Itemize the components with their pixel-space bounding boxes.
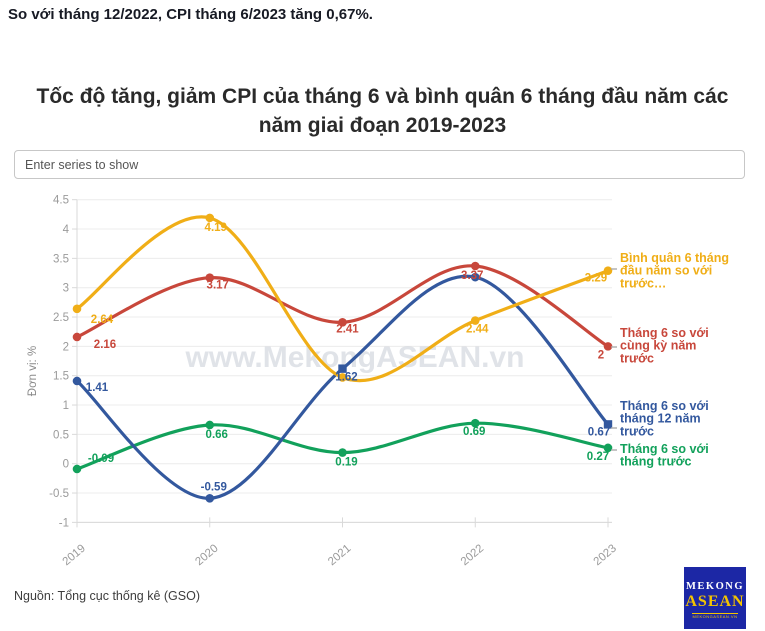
y-tick-label: -0.5 (49, 488, 69, 500)
data-point-label: 0.66 (206, 429, 228, 441)
data-point-label: -0.59 (201, 481, 227, 493)
legend-label[interactable]: tháng trước (620, 455, 691, 469)
y-tick-label: 2.5 (53, 312, 69, 324)
legend-label[interactable]: tháng 12 năm (620, 412, 701, 426)
data-point[interactable] (470, 261, 480, 271)
series-filter-input[interactable] (14, 150, 745, 179)
x-tick-label: 2022 (459, 542, 486, 568)
data-point-label: 0.19 (335, 457, 357, 469)
data-point-label: 0.67 (588, 426, 610, 438)
data-point-label: 2 (598, 349, 604, 361)
data-point-label: 3.37 (461, 270, 483, 282)
data-point[interactable] (603, 443, 613, 453)
data-point[interactable] (603, 342, 613, 351)
data-point[interactable] (72, 332, 82, 342)
data-point-label: 2.41 (336, 323, 359, 335)
y-tick-label: 0 (63, 459, 69, 471)
data-point[interactable] (205, 420, 215, 430)
legend-label[interactable]: Bình quân 6 tháng (620, 251, 729, 265)
data-point[interactable] (338, 364, 347, 373)
x-tick-label: 2020 (193, 542, 220, 568)
legend-label[interactable]: Tháng 6 so với (620, 442, 709, 456)
data-point[interactable] (470, 272, 480, 282)
y-tick-label: 1 (63, 400, 69, 412)
data-point-label: 2.44 (466, 324, 489, 336)
data-point[interactable] (603, 266, 613, 275)
data-point[interactable] (603, 420, 613, 429)
legend-label[interactable]: trước… (620, 276, 666, 290)
legend-label[interactable]: cùng kỳ năm (620, 339, 696, 353)
y-tick-label: 3 (63, 283, 69, 295)
data-point[interactable] (338, 373, 347, 382)
legend-label[interactable]: trước (620, 424, 654, 438)
data-point-label: 0.69 (463, 426, 485, 438)
y-tick-label: 4.5 (53, 195, 69, 207)
data-point-label: 2.16 (94, 339, 116, 351)
data-point[interactable] (205, 273, 215, 283)
y-tick-label: -1 (59, 517, 69, 529)
data-point[interactable] (205, 494, 215, 503)
data-point[interactable] (72, 464, 82, 474)
mekong-asean-logo: MEKONG ASEAN MEKONGASEAN.VN (684, 567, 746, 629)
x-tick-label: 2023 (592, 542, 619, 568)
data-point-label: 4.19 (205, 222, 227, 234)
series-line (75, 215, 610, 383)
legend-label[interactable]: Tháng 6 so với (620, 326, 709, 340)
data-point[interactable] (338, 448, 347, 457)
logo-text-asean: ASEAN (685, 592, 745, 610)
y-tick-label: 2 (63, 341, 69, 353)
data-point-label: -0.09 (88, 453, 114, 465)
data-point[interactable] (72, 304, 82, 314)
y-tick-label: 0.5 (53, 429, 69, 441)
legend-label[interactable]: trước (620, 351, 654, 365)
data-point-label: 2.64 (91, 314, 114, 326)
chart-title: Tốc độ tăng, giảm CPI của tháng 6 và bìn… (36, 85, 729, 138)
data-point-label: 0.27 (587, 451, 609, 463)
y-tick-label: 4 (63, 224, 70, 236)
logo-text-mekong: MEKONG (686, 581, 744, 593)
y-axis-title: Đơn vị: % (27, 346, 39, 396)
data-point[interactable] (72, 376, 82, 386)
headline-note: So với tháng 12/2022, CPI tháng 6/2023 t… (8, 6, 373, 23)
data-point[interactable] (470, 418, 480, 428)
data-point[interactable] (470, 316, 480, 325)
source-credit: Nguồn: Tổng cục thống kê (GSO) (14, 589, 200, 603)
legend-label[interactable]: Tháng 6 so với (620, 399, 709, 413)
legend-label[interactable]: đầu năm so với (620, 264, 712, 278)
x-tick-label: 2019 (61, 542, 88, 568)
y-tick-label: 1.5 (53, 371, 69, 383)
x-tick-label: 2021 (326, 542, 353, 568)
data-point[interactable] (205, 213, 215, 223)
data-point-label: 1.41 (86, 382, 109, 394)
data-point[interactable] (338, 318, 347, 327)
data-point-label: 3.29 (585, 273, 607, 285)
logo-rule (692, 612, 738, 614)
y-tick-label: 3.5 (53, 253, 69, 265)
data-point-label: 3.17 (207, 280, 229, 292)
data-point-label: 1.62 (335, 372, 357, 384)
logo-tagline: MEKONGASEAN.VN (692, 613, 738, 619)
